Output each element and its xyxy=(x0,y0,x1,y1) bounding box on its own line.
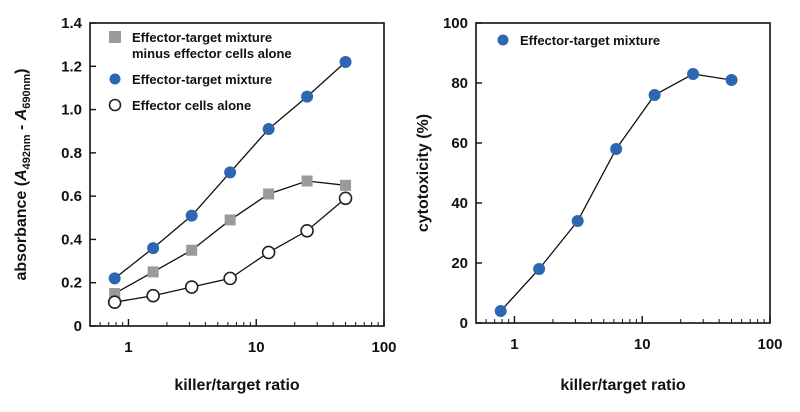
y-tick-label: 60 xyxy=(451,135,468,152)
data-point xyxy=(261,245,276,260)
legend-item: Effector-target mixture xyxy=(109,72,272,87)
data-point xyxy=(147,266,159,278)
data-point xyxy=(301,175,313,187)
data-point xyxy=(301,90,314,103)
data-point xyxy=(338,191,353,206)
x-axis-label: killer/target ratio xyxy=(560,377,686,394)
x-tick-label: 100 xyxy=(757,336,782,353)
y-tick-label: 80 xyxy=(451,75,468,92)
y-tick-label: 1.2 xyxy=(61,58,82,75)
data-point xyxy=(185,209,198,222)
data-point xyxy=(494,305,507,317)
data-point xyxy=(146,288,160,303)
x-tick-label: 1 xyxy=(510,336,518,353)
plot-frame xyxy=(89,22,385,327)
y-tick-label: 0 xyxy=(460,315,468,332)
data-point xyxy=(687,68,700,80)
data-point xyxy=(725,74,738,86)
y-tick-label: 0.4 xyxy=(61,231,83,248)
data-point xyxy=(648,89,661,101)
data-point xyxy=(224,166,237,179)
data-point xyxy=(108,272,121,285)
legend-label: minus effector cells alone xyxy=(132,46,292,61)
legend-label: Effector cells alone xyxy=(132,98,251,113)
legend-item: Effector cells alone xyxy=(108,98,251,113)
y-tick-label: 0.6 xyxy=(61,188,82,205)
y-tick-label: 20 xyxy=(451,255,468,272)
data-point xyxy=(263,188,275,200)
data-point xyxy=(340,179,352,191)
legend-label: Effector-target mixture xyxy=(132,72,272,87)
legend-label: Effector-target mixture xyxy=(132,30,272,45)
y-tick-label: 1.4 xyxy=(61,15,83,32)
x-tick-label: 1 xyxy=(124,339,132,356)
data-point xyxy=(108,98,122,112)
data-point xyxy=(533,263,546,275)
y-tick-label: 1.0 xyxy=(61,102,82,119)
x-axis-label: killer/target ratio xyxy=(174,377,300,394)
data-point xyxy=(184,280,199,294)
y-tick-label: 0.8 xyxy=(61,145,82,162)
data-point xyxy=(339,55,352,68)
legend-item: Effector-target mixture xyxy=(497,33,660,48)
x-tick-label: 100 xyxy=(371,339,396,356)
data-point xyxy=(147,242,160,255)
data-point xyxy=(262,123,275,136)
y-tick-label: 0.2 xyxy=(61,275,82,292)
data-point xyxy=(109,31,121,43)
series-3 xyxy=(107,191,353,309)
x-tick-label: 10 xyxy=(248,339,265,356)
y-tick-label: 0 xyxy=(74,318,82,335)
legend-label: Effector-target mixture xyxy=(520,33,660,48)
series-2 xyxy=(108,55,352,285)
data-point xyxy=(610,143,623,155)
legend: Effector-target mixture xyxy=(497,33,660,48)
y-axis-label: absorbance (A492nm - A690nm) xyxy=(13,69,33,281)
y-tick-label: 100 xyxy=(443,15,468,32)
data-point xyxy=(223,271,237,286)
chart-panel-1: 0 0.2 0.4 0.6 0.8 1.0 1.2 1.4 1 10 100 killer/targe… xyxy=(13,15,397,394)
series-1 xyxy=(494,68,738,317)
series-line xyxy=(500,73,732,312)
data-point xyxy=(224,214,236,226)
chart-panel-2: 0 20 40 60 80 100 1 10 100 killer/target ratio cyt… xyxy=(415,15,783,394)
data-point xyxy=(571,215,584,227)
data-point xyxy=(109,288,121,300)
data-point xyxy=(109,73,121,85)
y-axis-label: cytotoxicity (%) xyxy=(415,114,432,232)
data-point xyxy=(497,34,509,46)
series-1 xyxy=(109,175,352,300)
data-point xyxy=(300,223,314,238)
y-tick-label: 40 xyxy=(451,195,468,212)
plot-frame xyxy=(475,22,771,324)
data-point xyxy=(186,244,198,256)
data-point xyxy=(107,295,122,309)
x-tick-label: 10 xyxy=(634,336,651,353)
